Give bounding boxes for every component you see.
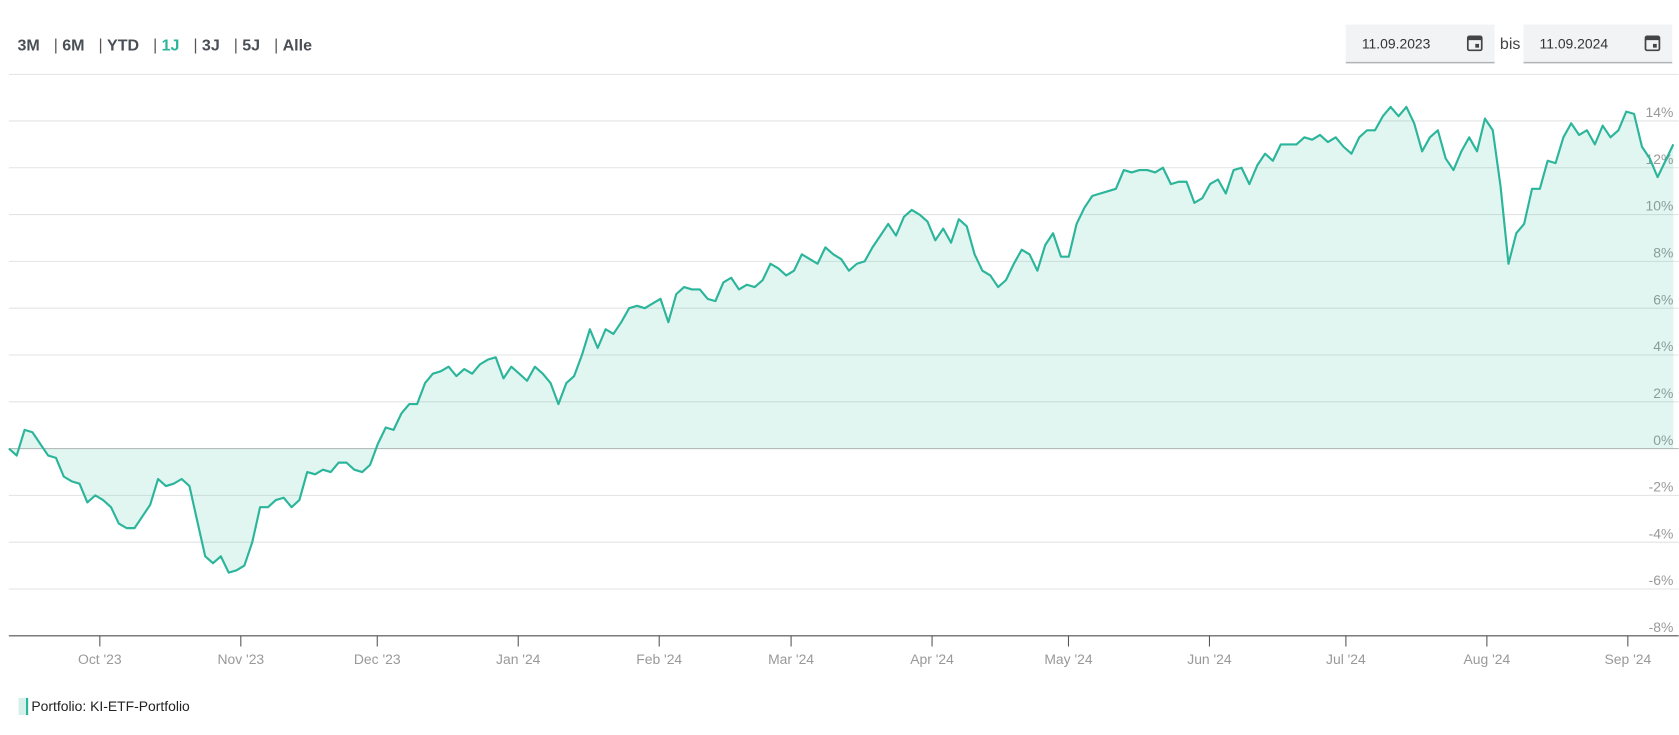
- y-tick-label: 2%: [1653, 385, 1673, 401]
- area-fill: [8, 106, 1674, 573]
- to-label: bis: [1500, 35, 1521, 53]
- range-button[interactable]: YTD: [107, 36, 139, 54]
- calendar-icon[interactable]: [1644, 35, 1661, 52]
- date-from-box[interactable]: [1345, 24, 1495, 64]
- y-tick-label: 0%: [1653, 432, 1673, 448]
- line: [8, 105, 1675, 574]
- x-tick-label: Feb '24: [636, 651, 682, 667]
- calendar-icon[interactable]: [1466, 35, 1483, 52]
- x-tick-label: Oct '23: [78, 651, 122, 667]
- range-button[interactable]: 6M: [62, 36, 84, 54]
- legend-label[interactable]: Portfolio: KI-ETF-Portfolio: [31, 698, 190, 714]
- range-button[interactable]: 5J: [242, 36, 260, 54]
- x-tick-label: Dec '23: [354, 651, 401, 667]
- y-tick-label: -2%: [1649, 479, 1674, 495]
- date-from[interactable]: 11.09.2023: [1362, 36, 1431, 52]
- range-button[interactable]: 3M: [17, 36, 39, 54]
- y-tick-label: -4%: [1649, 525, 1674, 541]
- x-tick-label: Jun '24: [1187, 651, 1232, 667]
- range-button[interactable]: 1J: [162, 36, 180, 54]
- y-tick-label: -6%: [1649, 572, 1674, 588]
- y-tick-label: 8%: [1653, 245, 1673, 261]
- range-toolbar: 3M 6M YTD 1J 3J 5J Alle: [17, 36, 312, 54]
- range-button[interactable]: Alle: [283, 36, 313, 54]
- y-tick-label: 4%: [1653, 338, 1673, 354]
- x-tick-label: Mar '24: [768, 651, 814, 667]
- y-tick-label: 6%: [1653, 291, 1673, 307]
- y-tick-label: 10%: [1645, 198, 1673, 214]
- x-tick-label: Nov '23: [217, 651, 264, 667]
- x-tick-label: May '24: [1044, 651, 1093, 667]
- y-tick-label: -8%: [1649, 619, 1674, 635]
- y-tick-label: 14%: [1645, 104, 1673, 120]
- range-button[interactable]: 3J: [202, 36, 220, 54]
- plot-area: -8%-6%-4%-2%0%2%4%6%8%10%12%14%Portfolio…: [8, 104, 1679, 716]
- date-to[interactable]: 11.09.2024: [1540, 36, 1609, 52]
- x-tick-label: Jan '24: [496, 651, 541, 667]
- legend-swatch[interactable]: [18, 697, 28, 716]
- x-tick-label: Apr '24: [910, 651, 954, 667]
- x-tick-label: Sep '24: [1604, 651, 1651, 667]
- date-to-box[interactable]: [1523, 24, 1673, 64]
- x-tick-label: Jul '24: [1326, 651, 1366, 667]
- x-tick-label: Aug '24: [1464, 651, 1511, 667]
